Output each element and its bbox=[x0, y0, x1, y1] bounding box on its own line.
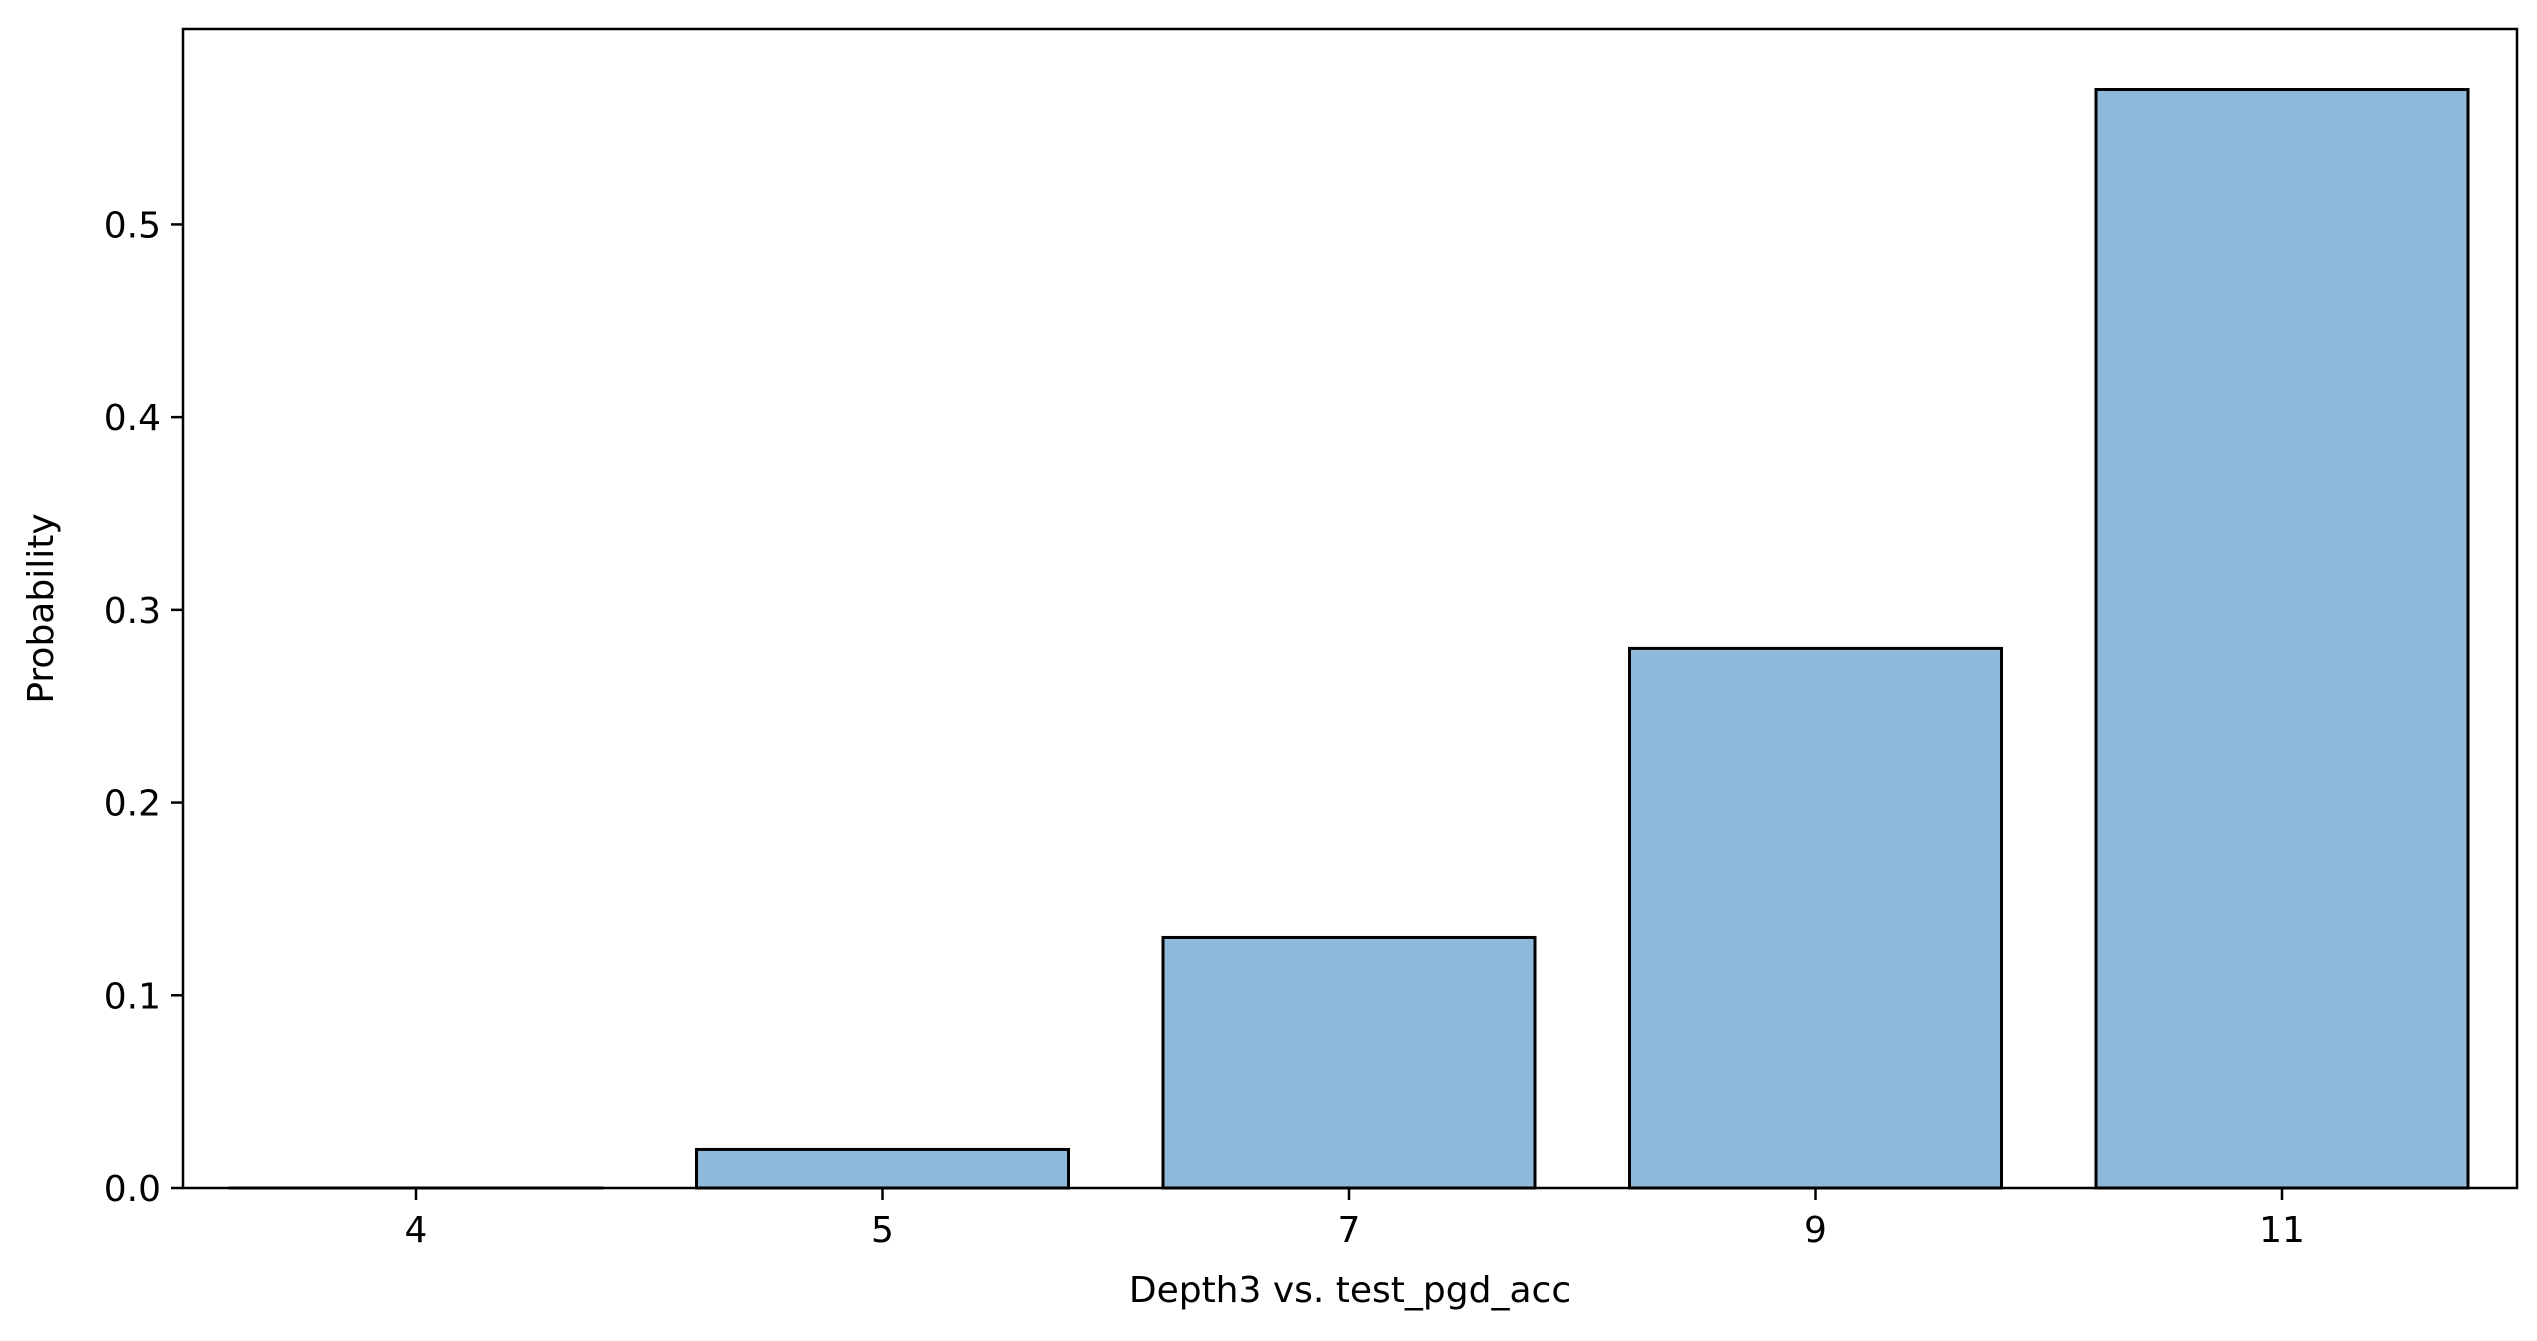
x-tick-label: 5 bbox=[871, 1210, 894, 1251]
y-tick-label: 0.3 bbox=[104, 591, 161, 632]
x-tick-label: 11 bbox=[2259, 1210, 2305, 1251]
x-tick-label: 7 bbox=[1338, 1210, 1361, 1251]
x-axis: 4 5 7 9 11 bbox=[405, 1188, 2305, 1251]
bar-5 bbox=[695, 1147, 1070, 1190]
x-axis-label: Depth3 vs. test_pgd_acc bbox=[1129, 1270, 1571, 1311]
y-axis-label: Probability bbox=[21, 513, 62, 703]
y-tick-label: 0.4 bbox=[104, 398, 161, 439]
y-tick-label: 0.1 bbox=[104, 976, 161, 1017]
y-tick-label: 0.2 bbox=[104, 784, 161, 825]
bar-9 bbox=[1628, 646, 2003, 1190]
y-axis: 0.0 0.1 0.2 0.3 0.4 0.5 bbox=[104, 205, 183, 1210]
y-tick-label: 0.5 bbox=[104, 205, 161, 246]
bars-group bbox=[228, 88, 2470, 1190]
x-tick-label: 4 bbox=[405, 1210, 428, 1251]
y-tick-label: 0.0 bbox=[104, 1169, 161, 1210]
x-tick-label: 9 bbox=[1804, 1210, 1827, 1251]
bar-7 bbox=[1161, 935, 1537, 1190]
bar-11 bbox=[2094, 88, 2470, 1190]
